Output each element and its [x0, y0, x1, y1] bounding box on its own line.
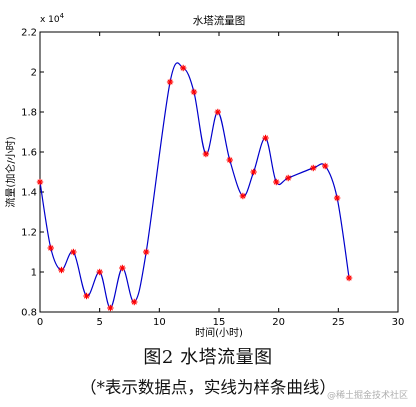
data-point-marker: [119, 264, 126, 272]
data-point-marker: [143, 248, 150, 256]
data-point-marker: [83, 292, 90, 300]
data-point-marker: [166, 78, 174, 86]
x-tick-label: 15: [213, 317, 226, 328]
data-point-marker: [180, 64, 187, 72]
watermark-text: @稀土掘金技术社区: [326, 391, 408, 401]
data-markers: [36, 64, 353, 312]
x-axis: 0 5 10 15 20 25 30: [37, 32, 405, 328]
x-tick-label: 30: [392, 317, 405, 328]
data-point-marker: [58, 266, 65, 274]
data-point-marker: [36, 178, 44, 186]
y-exponent-label: x 104: [40, 12, 65, 25]
chart-title: 水塔流量图: [193, 14, 246, 27]
y-tick-label: 1: [31, 268, 37, 279]
data-point-marker: [226, 156, 233, 164]
data-point-marker: [250, 168, 257, 176]
x-tick-label: 0: [37, 317, 43, 328]
figure-caption-title: 图2 水塔流量图: [143, 347, 273, 368]
data-point-marker: [273, 178, 280, 186]
data-point-marker: [239, 192, 247, 200]
chart: 水塔流量图 x 104 0.8 1 1.2 1.4 1.6 1.8 2 2.2 0 5 10 15 2…: [4, 12, 405, 339]
data-point-marker: [285, 174, 292, 182]
data-point-marker: [333, 194, 341, 202]
data-point-marker: [131, 298, 138, 306]
y-tick-label: 1.2: [21, 228, 37, 239]
x-tick-label: 5: [96, 317, 102, 328]
y-tick-label: 1.6: [21, 148, 37, 159]
x-tick-label: 25: [332, 317, 345, 328]
data-point-marker: [202, 150, 210, 158]
data-point-marker: [262, 134, 269, 142]
y-exponent-power: 4: [60, 12, 65, 20]
data-point-marker: [107, 304, 114, 312]
figure-caption-note: （*表示数据点，实线为样条曲线）: [80, 378, 336, 397]
y-tick-label: 1.4: [21, 188, 37, 199]
y-tick-label: 0.8: [21, 308, 37, 319]
x-tick-label: 10: [153, 317, 166, 328]
data-point-marker: [214, 108, 222, 116]
data-point-marker: [47, 244, 54, 252]
data-point-marker: [322, 162, 329, 170]
data-point-marker: [310, 164, 317, 172]
y-axis-title: 流量(加仑/小时): [4, 136, 17, 207]
data-point-marker: [345, 274, 353, 282]
x-tick-label: 20: [272, 317, 285, 328]
data-point-marker: [96, 268, 103, 276]
data-point-marker: [70, 248, 77, 256]
y-tick-label: 2: [31, 68, 37, 79]
plot-frame: [39, 31, 399, 313]
y-tick-label: 1.8: [21, 108, 37, 119]
y-tick-label: 2.2: [21, 28, 37, 39]
x-axis-title: 时间(小时): [195, 326, 243, 339]
data-point-marker: [190, 88, 198, 96]
y-axis: 0.8 1 1.2 1.4 1.6 1.8 2 2.2: [21, 28, 398, 319]
